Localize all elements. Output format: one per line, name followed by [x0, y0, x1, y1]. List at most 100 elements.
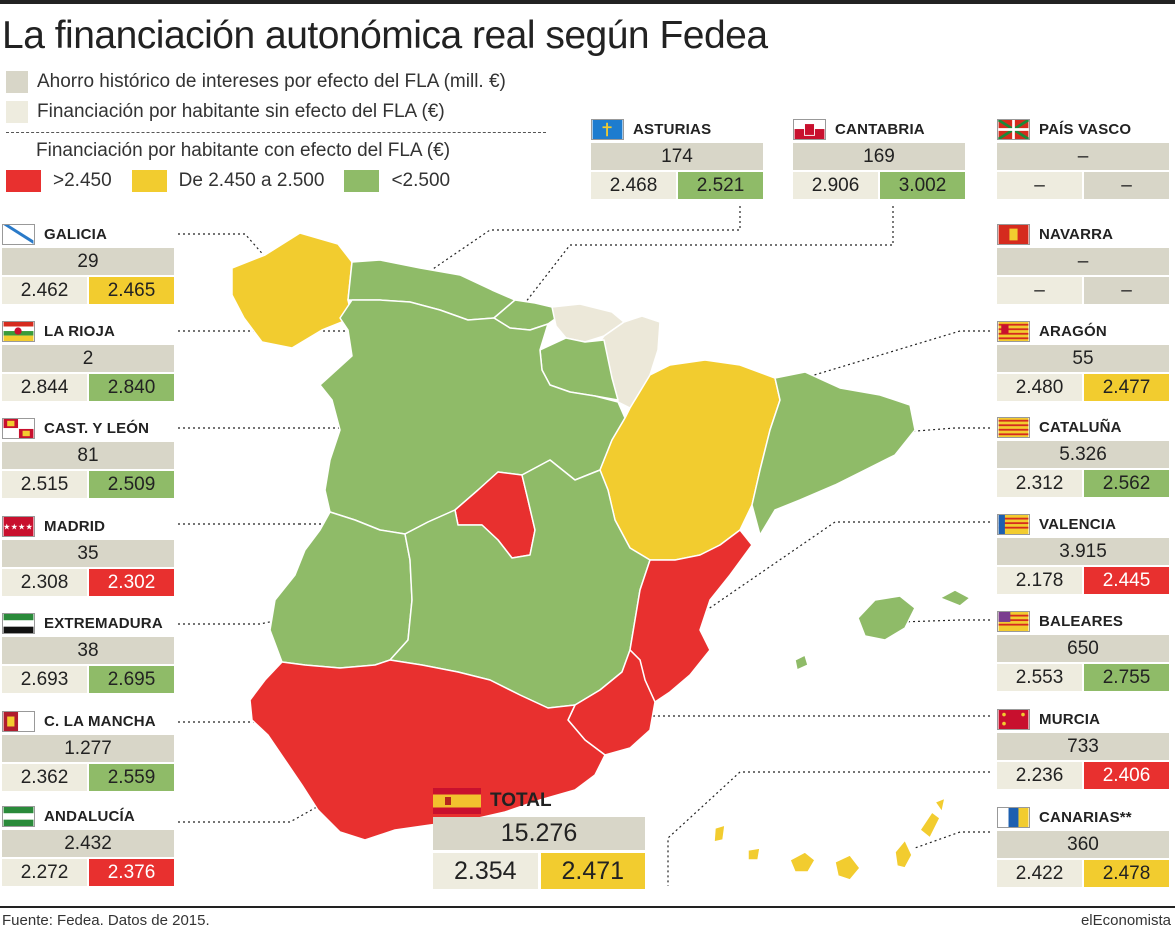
region-header: NAVARRA [997, 220, 1169, 248]
region-sin: 2.462 [2, 277, 87, 304]
legend-label-green: <2.500 [391, 170, 451, 191]
region-values: 2.693 2.695 [2, 666, 174, 693]
region-card-paisvasco: PAÍS VASCO – – – [997, 115, 1169, 199]
legend-label-red: >2.450 [53, 170, 112, 191]
region-values: 2.468 2.521 [591, 172, 763, 199]
legend-con: Financiación por habitante con efecto de… [36, 140, 450, 162]
flag-canarias-icon [997, 806, 1030, 828]
region-ahorro: – [997, 248, 1169, 275]
region-sin: 2.515 [2, 471, 87, 498]
flag-castilla-la-mancha-icon [2, 710, 35, 732]
region-con: – [1084, 277, 1169, 304]
region-header: ASTURIAS [591, 115, 763, 143]
region-card-extremadura: EXTREMADURA 38 2.693 2.695 [2, 609, 174, 693]
legend-divider [6, 132, 546, 133]
region-values: 2.480 2.477 [997, 374, 1169, 401]
total-header: TOTAL [433, 785, 645, 817]
legend-categories: >2.450 De 2.450 a 2.500 <2.500 [6, 170, 470, 192]
region-header: LA RIOJA [2, 317, 174, 345]
region-header: C. LA MANCHA [2, 707, 174, 735]
legend-swatch-green [344, 170, 380, 192]
flag-valencia-icon [997, 513, 1030, 535]
region-canarias [713, 797, 946, 881]
region-con: 2.559 [89, 764, 174, 791]
region-ahorro: 2.432 [2, 830, 174, 857]
region-con: 2.406 [1084, 762, 1169, 789]
region-name: MADRID [44, 517, 106, 535]
legend-key-green: <2.500 [344, 170, 450, 192]
region-card-andalucia: ANDALUCÍA 2.432 2.272 2.376 [2, 802, 174, 886]
region-ahorro: 81 [2, 442, 174, 469]
region-ahorro: 2 [2, 345, 174, 372]
flag-cataluna-icon [997, 416, 1030, 438]
region-card-navarra: NAVARRA – – – [997, 220, 1169, 304]
region-sin: 2.422 [997, 860, 1082, 887]
region-values: 2.308 2.302 [2, 569, 174, 596]
legend-label-ahorro: Ahorro histórico de intereses por efecto… [37, 71, 506, 92]
legend-key-yellow: De 2.450 a 2.500 [131, 170, 324, 192]
region-header: ANDALUCÍA [2, 802, 174, 830]
leader-line [404, 206, 741, 289]
leader-line [178, 233, 297, 293]
region-ahorro: 650 [997, 635, 1169, 662]
region-con: 2.302 [89, 569, 174, 596]
region-card-larioja: LA RIOJA 2 2.844 2.840 [2, 317, 174, 401]
region-ahorro: 360 [997, 831, 1169, 858]
region-con: 2.445 [1084, 567, 1169, 594]
region-values: 2.236 2.406 [997, 762, 1169, 789]
region-name: VALENCIA [1039, 515, 1117, 533]
region-sin: 2.236 [997, 762, 1082, 789]
region-values: 2.422 2.478 [997, 860, 1169, 887]
region-values: 2.312 2.562 [997, 470, 1169, 497]
region-extremadura [269, 511, 413, 669]
bottom-rule [0, 906, 1175, 908]
legend-swatch-yellow [131, 170, 167, 192]
region-andalucia [249, 659, 606, 841]
region-name: ASTURIAS [633, 120, 712, 138]
region-sin: 2.906 [793, 172, 878, 199]
region-sin: 2.480 [997, 374, 1082, 401]
page-title: La financiación autonómica real según Fe… [2, 14, 768, 57]
region-header: CATALUÑA [997, 413, 1169, 441]
flag-extremadura-icon [2, 612, 35, 634]
total-card: TOTAL 15.276 2.354 2.471 [433, 785, 645, 889]
region-card-murcia: MURCIA 733 2.236 2.406 [997, 705, 1169, 789]
legend-label-sin: Financiación por habitante sin efecto de… [37, 101, 445, 122]
region-card-valencia: VALENCIA 3.915 2.178 2.445 [997, 510, 1169, 594]
region-name: BALEARES [1039, 612, 1124, 630]
legend-swatch-sin [6, 101, 28, 123]
region-name: PAÍS VASCO [1039, 120, 1132, 138]
region-con: 2.376 [89, 859, 174, 886]
region-values: 2.553 2.755 [997, 664, 1169, 691]
region-values: – – [997, 277, 1169, 304]
region-ahorro: 5.326 [997, 441, 1169, 468]
region-sin: – [997, 172, 1082, 199]
region-card-asturias: ASTURIAS 174 2.468 2.521 [591, 115, 763, 199]
region-name: C. LA MANCHA [44, 712, 156, 730]
leader-line [899, 619, 990, 623]
flag-pais-vasco-icon [997, 118, 1030, 140]
legend-label-con: Financiación por habitante con efecto de… [36, 140, 451, 161]
flag-spain-icon [433, 788, 481, 814]
region-ahorro: 733 [997, 733, 1169, 760]
region-header: CANARIAS** [997, 803, 1169, 831]
region-sin: 2.468 [591, 172, 676, 199]
region-sin: 2.844 [2, 374, 87, 401]
region-name: CAST. Y LEÓN [44, 419, 150, 437]
legend-swatch-red [6, 170, 41, 192]
region-cataluna [751, 371, 916, 536]
total-con: 2.471 [540, 853, 645, 889]
region-ahorro: 174 [591, 143, 763, 170]
region-card-galicia: GALICIA 29 2.462 2.465 [2, 220, 174, 304]
region-values: 2.178 2.445 [997, 567, 1169, 594]
flag-la-rioja-icon [2, 320, 35, 342]
leader-line [178, 751, 416, 823]
leader-line [524, 206, 894, 304]
flag-aragon-icon [997, 320, 1030, 342]
region-values: 2.272 2.376 [2, 859, 174, 886]
region-sin: 2.178 [997, 567, 1082, 594]
region-con: 3.002 [880, 172, 965, 199]
flag-cantabria-icon [793, 118, 826, 140]
region-con: 2.755 [1084, 664, 1169, 691]
region-name: GALICIA [44, 225, 108, 243]
